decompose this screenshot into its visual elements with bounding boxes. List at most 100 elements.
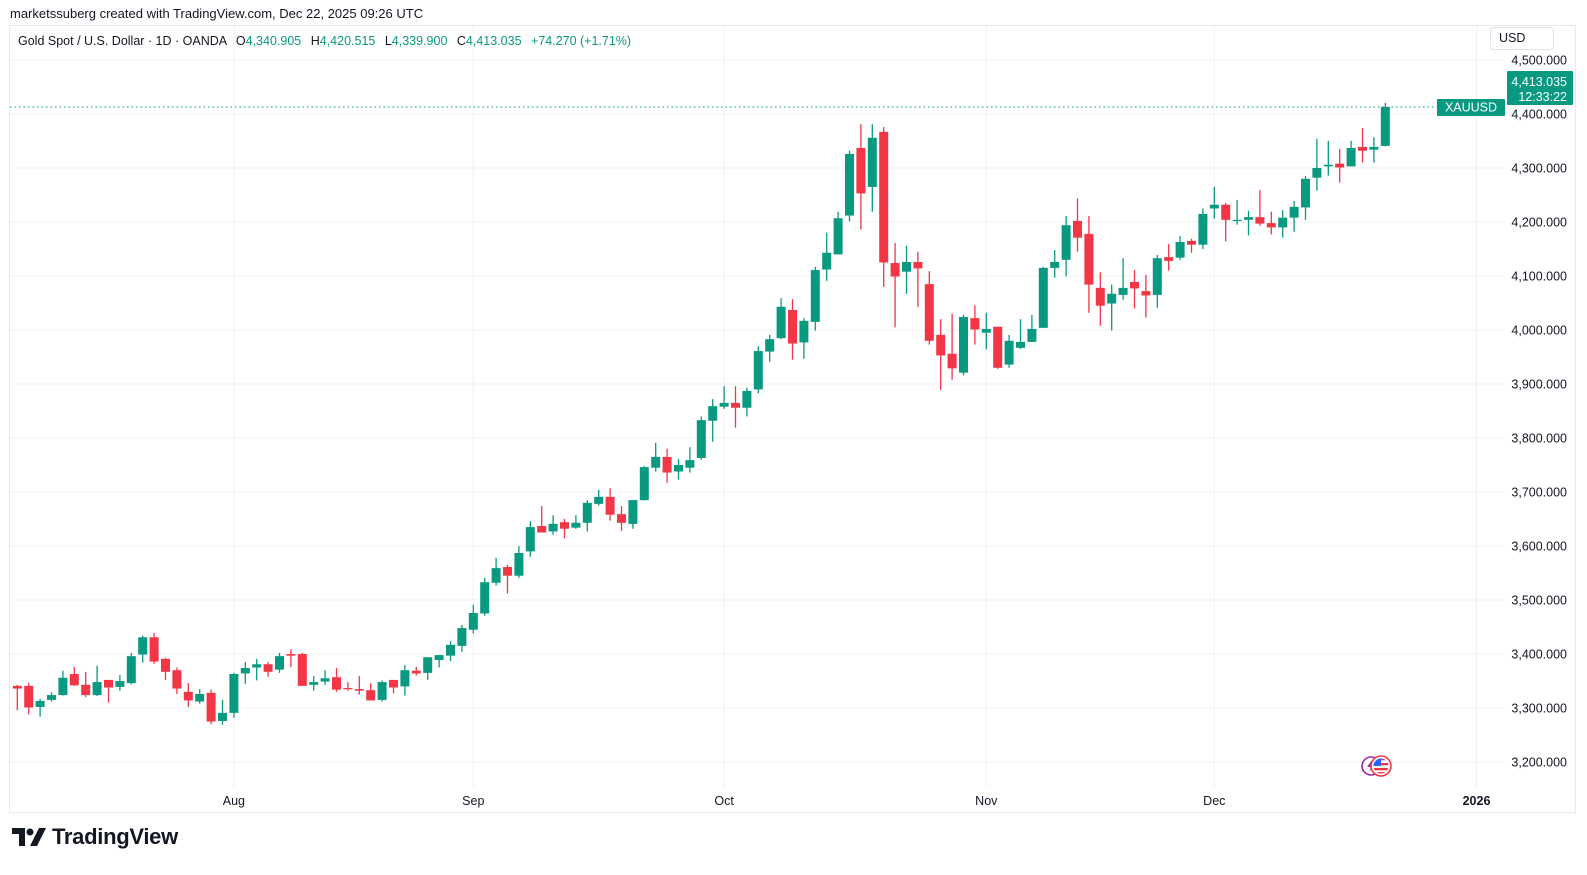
candle[interactable]: [1301, 176, 1310, 220]
candle[interactable]: [206, 689, 216, 725]
candle[interactable]: [1095, 272, 1105, 326]
candle[interactable]: [92, 665, 102, 697]
candle[interactable]: [651, 442, 661, 472]
candle[interactable]: [617, 506, 626, 531]
candle[interactable]: [263, 662, 273, 677]
candle[interactable]: [970, 305, 980, 345]
candle[interactable]: [1061, 216, 1071, 277]
candle[interactable]: [537, 506, 547, 533]
candle[interactable]: [389, 679, 398, 694]
candle[interactable]: [1164, 244, 1174, 271]
candle[interactable]: [503, 564, 512, 594]
candle[interactable]: [434, 655, 444, 668]
currency-button[interactable]: USD: [1490, 27, 1554, 50]
candle[interactable]: [240, 662, 250, 684]
candle[interactable]: [1232, 199, 1242, 225]
candle[interactable]: [377, 680, 387, 702]
candle[interactable]: [924, 271, 934, 345]
candle[interactable]: [1152, 254, 1162, 308]
candle[interactable]: [731, 386, 740, 428]
candle[interactable]: [1278, 210, 1288, 238]
candle[interactable]: [1358, 128, 1367, 163]
candle[interactable]: [902, 245, 911, 294]
candle[interactable]: [1027, 314, 1037, 342]
candle[interactable]: [195, 689, 205, 704]
candle[interactable]: [674, 459, 683, 480]
candle[interactable]: [1130, 270, 1139, 309]
candle[interactable]: [742, 387, 752, 417]
candle[interactable]: [252, 658, 262, 681]
candle[interactable]: [856, 124, 866, 230]
candle[interactable]: [628, 500, 638, 529]
candle[interactable]: [605, 488, 615, 521]
candle[interactable]: [457, 624, 467, 652]
candle[interactable]: [867, 124, 877, 212]
candle[interactable]: [1244, 210, 1253, 236]
candle[interactable]: [708, 399, 718, 442]
candle[interactable]: [81, 671, 91, 698]
candle[interactable]: [35, 698, 45, 717]
candle[interactable]: [833, 211, 843, 255]
candle[interactable]: [1073, 198, 1082, 252]
candle[interactable]: [936, 319, 946, 390]
candle[interactable]: [366, 683, 376, 701]
candle[interactable]: [468, 604, 478, 634]
candle[interactable]: [1312, 138, 1322, 191]
candle[interactable]: [822, 232, 832, 281]
candle[interactable]: [58, 670, 68, 696]
candle[interactable]: [138, 635, 148, 663]
candle[interactable]: [172, 667, 182, 694]
candle[interactable]: [491, 557, 501, 586]
candle[interactable]: [1050, 250, 1060, 278]
candle[interactable]: [1369, 137, 1379, 163]
candle[interactable]: [696, 416, 706, 460]
candle[interactable]: [845, 150, 854, 222]
candle[interactable]: [799, 318, 809, 359]
candle[interactable]: [1255, 190, 1265, 226]
candle[interactable]: [1209, 186, 1219, 219]
candle[interactable]: [1038, 266, 1048, 328]
candle[interactable]: [1346, 141, 1356, 167]
candle[interactable]: [1175, 236, 1185, 260]
candle[interactable]: [354, 676, 364, 695]
candle[interactable]: [913, 251, 923, 307]
candle[interactable]: [1266, 211, 1276, 235]
candle[interactable]: [1107, 284, 1117, 331]
candle[interactable]: [183, 683, 193, 707]
candle[interactable]: [1289, 200, 1299, 232]
candle[interactable]: [149, 632, 159, 664]
candle[interactable]: [411, 666, 421, 676]
candle[interactable]: [560, 519, 569, 539]
candle[interactable]: [104, 679, 113, 703]
candle[interactable]: [320, 670, 330, 685]
candle[interactable]: [69, 666, 79, 686]
us-flag-icon[interactable]: [1370, 755, 1392, 777]
candle[interactable]: [753, 346, 763, 394]
candle[interactable]: [981, 312, 991, 350]
candle[interactable]: [297, 652, 307, 686]
candle[interactable]: [480, 577, 490, 616]
candle[interactable]: [1016, 319, 1025, 349]
candle[interactable]: [1187, 238, 1196, 253]
candle[interactable]: [1004, 334, 1014, 368]
candle[interactable]: [275, 652, 284, 673]
candle[interactable]: [810, 266, 820, 331]
candle[interactable]: [218, 699, 227, 725]
candle[interactable]: [229, 672, 239, 718]
candle[interactable]: [879, 126, 889, 287]
candle[interactable]: [890, 243, 900, 328]
candle[interactable]: [1380, 102, 1390, 147]
candle[interactable]: [161, 657, 170, 680]
candle[interactable]: [115, 675, 125, 691]
candle[interactable]: [776, 298, 786, 340]
candle[interactable]: [947, 313, 957, 380]
candle[interactable]: [582, 500, 592, 532]
candle[interactable]: [639, 466, 649, 501]
candle[interactable]: [309, 676, 319, 691]
candle[interactable]: [12, 684, 22, 711]
candle[interactable]: [662, 448, 672, 483]
candle[interactable]: [548, 515, 558, 535]
candle[interactable]: [514, 546, 524, 578]
candle[interactable]: [788, 299, 797, 360]
